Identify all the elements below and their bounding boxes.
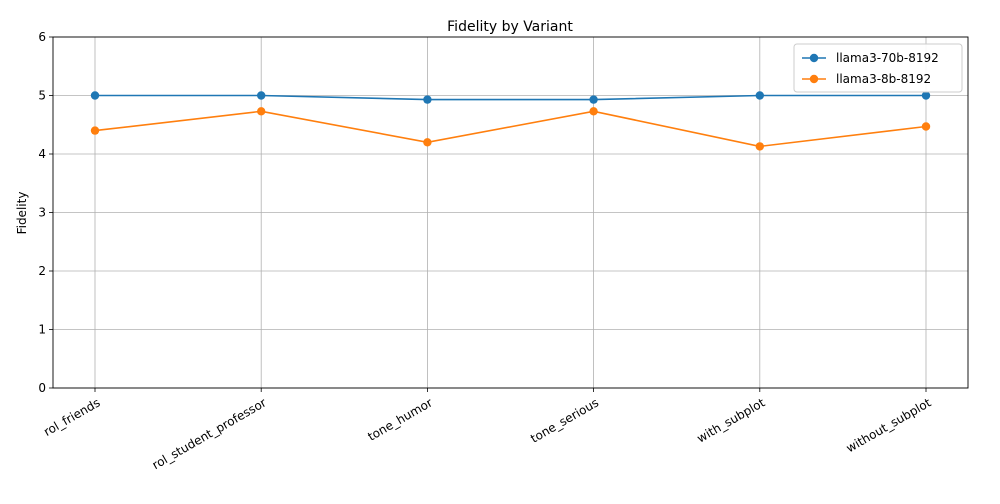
y-tick-label: 5 (38, 89, 46, 103)
legend-label: llama3-8b-8192 (836, 72, 931, 86)
legend-label: llama3-70b-8192 (836, 51, 939, 65)
data-point (589, 107, 598, 116)
data-point (90, 91, 100, 100)
series-layer (90, 91, 931, 151)
data-point (423, 95, 432, 104)
chart-title: Fidelity by Variant (447, 19, 573, 35)
legend: llama3-70b-8192 llama3-8b-8192 (793, 43, 963, 93)
data-point (423, 138, 432, 147)
legend-marker (809, 74, 819, 84)
x-tick-label: tone_humor (365, 395, 435, 443)
y-tick-label: 6 (38, 30, 46, 44)
series-line-2 (94, 110, 927, 148)
legend-marker (809, 53, 819, 63)
y-tick-label: 2 (38, 264, 46, 278)
data-point (921, 122, 931, 131)
y-tick-label: 0 (38, 381, 46, 395)
series-line-1 (95, 94, 926, 101)
y-tick-label: 3 (38, 206, 46, 220)
y-tick-label: 1 (38, 323, 46, 337)
data-point (755, 142, 764, 151)
plot-frame (52, 36, 969, 389)
tick-labels: rol_friends rol_student_professor tone_hum… (38, 30, 933, 472)
legend-box (793, 43, 963, 93)
y-tick-label: 4 (38, 147, 46, 161)
y-axis-label: Fidelity (15, 192, 29, 235)
data-point (755, 91, 764, 100)
x-tick-label: tone_serious (528, 395, 601, 445)
data-point (257, 107, 266, 116)
data-point (90, 126, 100, 135)
data-point (921, 91, 931, 100)
data-point (589, 95, 598, 104)
axes (49, 36, 969, 392)
x-tick-label: rol_student_professor (150, 395, 269, 472)
x-tick-label: rol_friends (41, 395, 102, 438)
data-point (257, 91, 266, 100)
x-tick-label: with_subplot (695, 395, 768, 445)
x-tick-label: without_subplot (844, 395, 934, 455)
